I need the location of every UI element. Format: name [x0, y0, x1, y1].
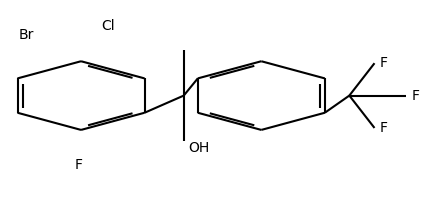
- Text: OH: OH: [188, 140, 209, 155]
- Text: F: F: [411, 89, 419, 102]
- Text: Br: Br: [19, 28, 34, 42]
- Text: Cl: Cl: [101, 19, 115, 33]
- Text: F: F: [380, 121, 388, 135]
- Text: F: F: [380, 56, 388, 70]
- Text: F: F: [75, 158, 83, 172]
